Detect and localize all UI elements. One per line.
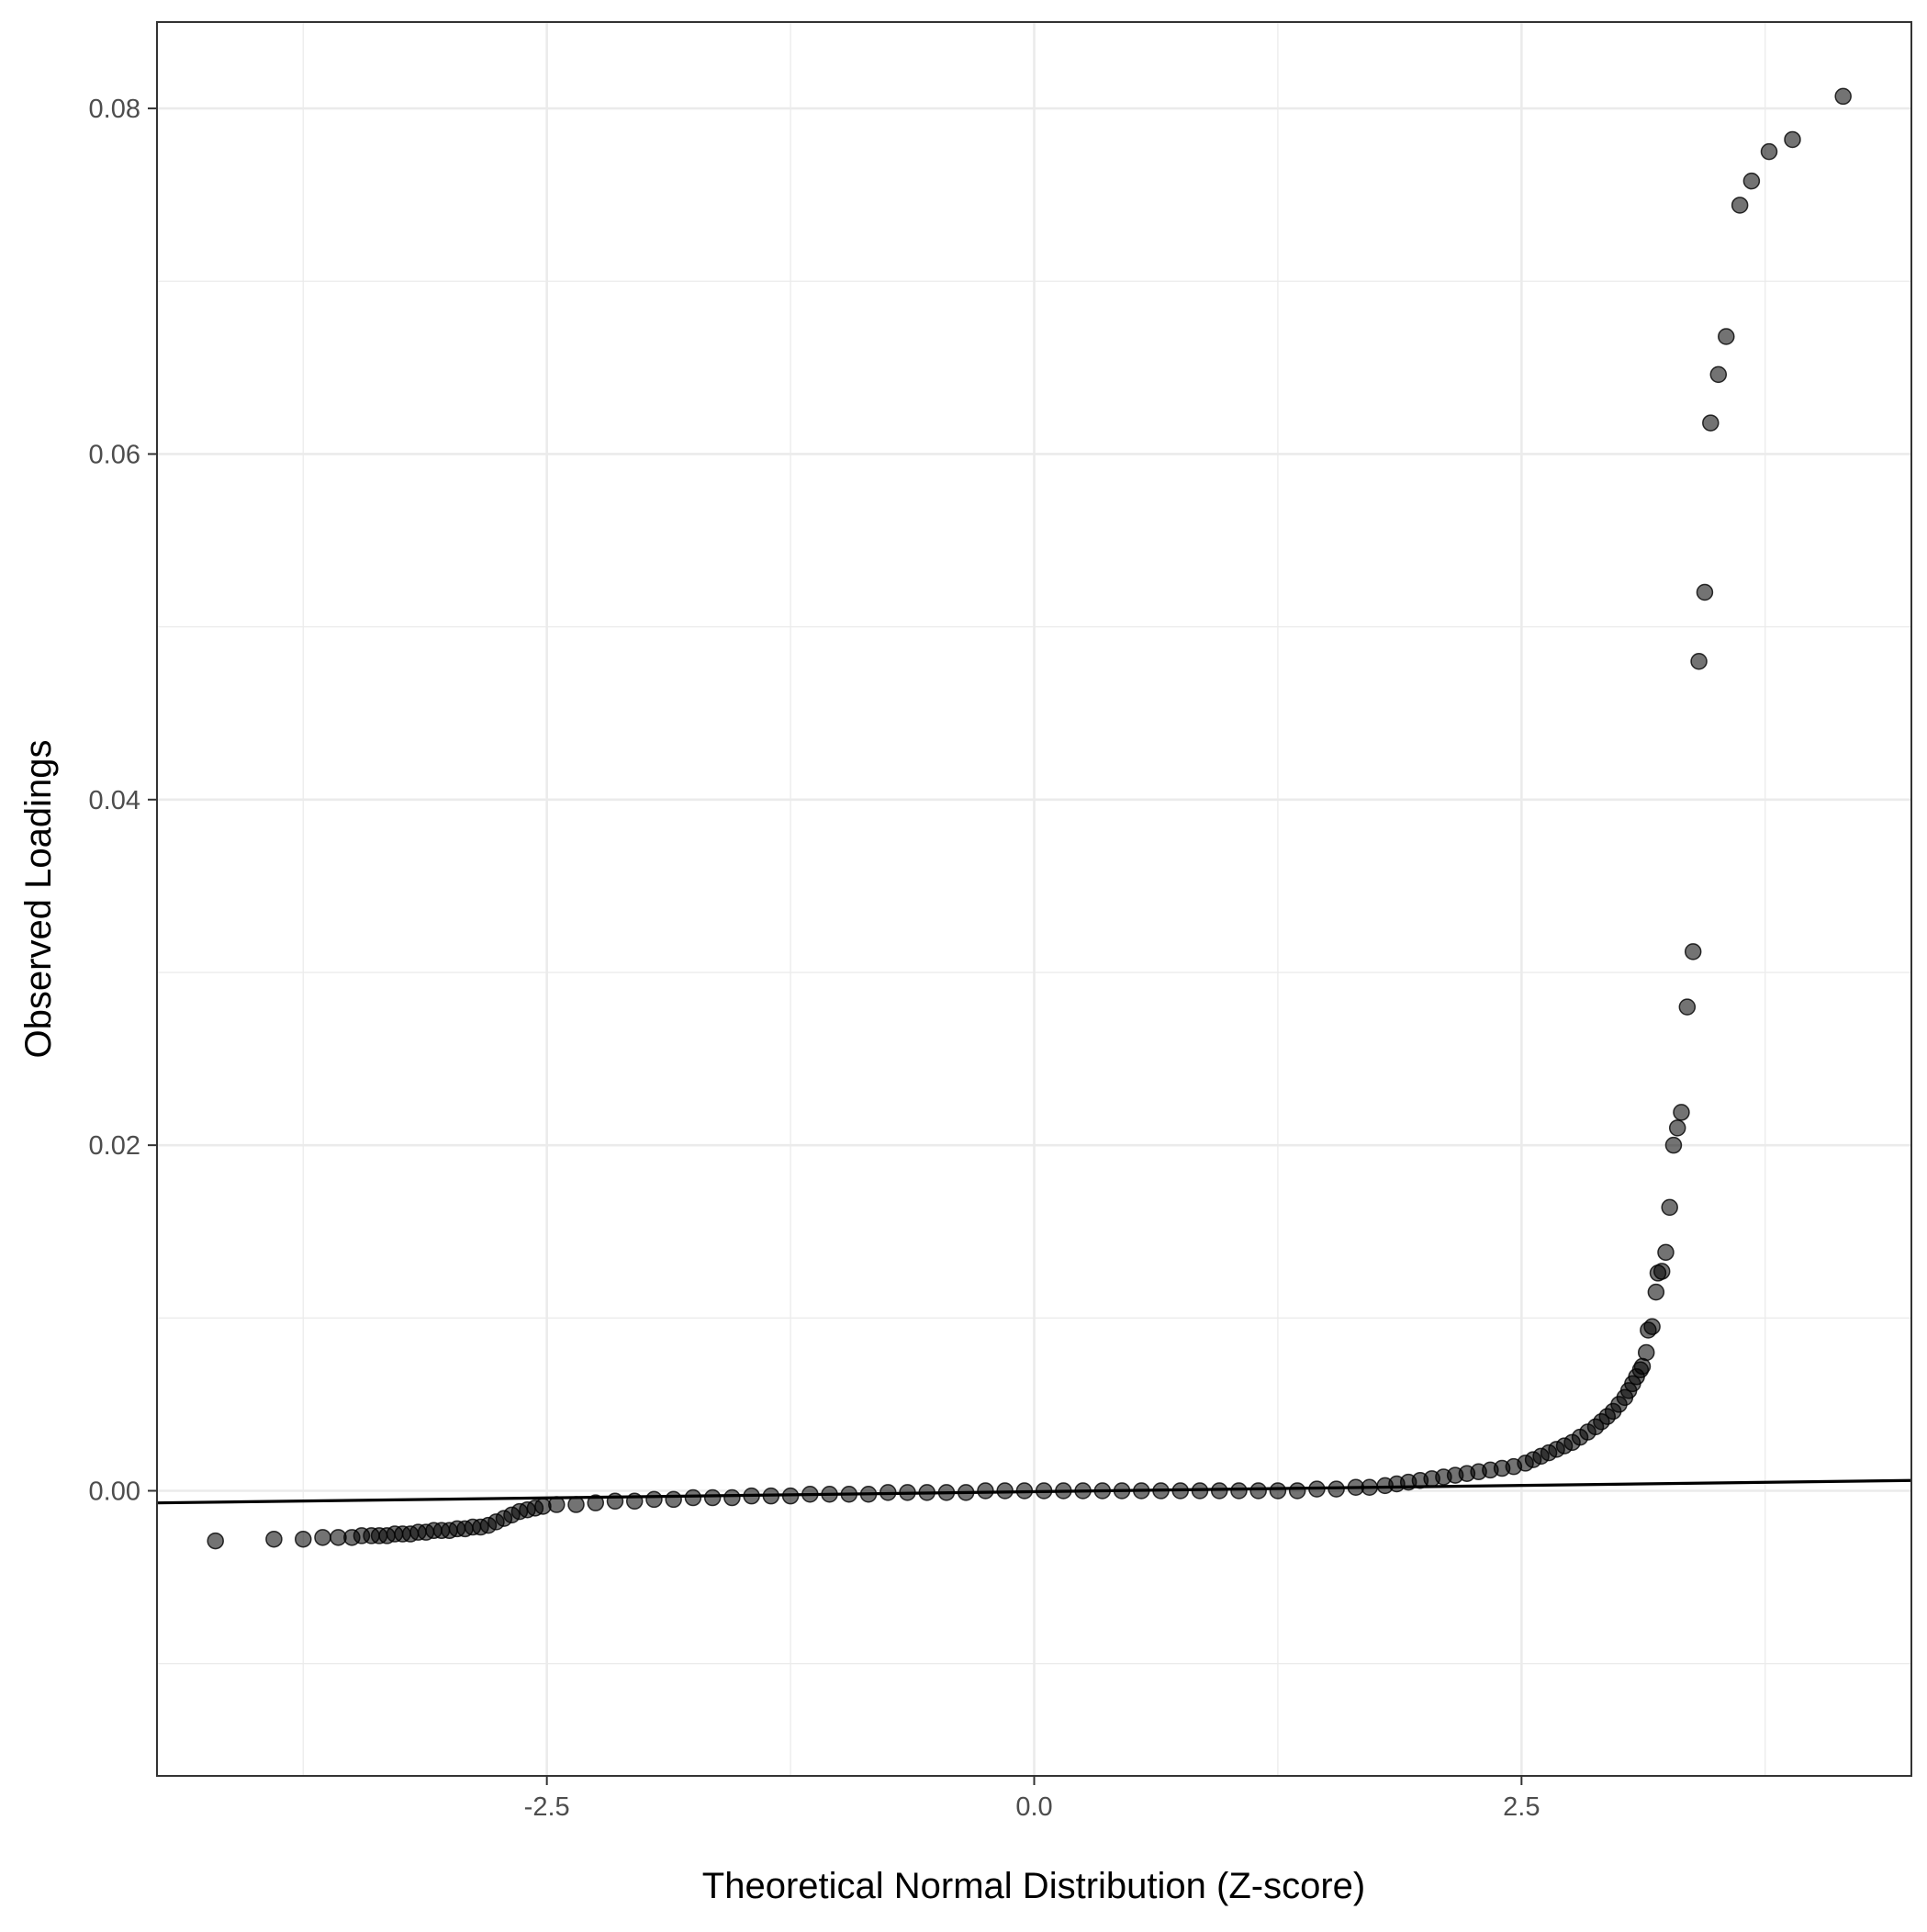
- data-point: [840, 1486, 858, 1503]
- data-point: [1696, 583, 1714, 601]
- data-point: [918, 1484, 935, 1501]
- data-point: [1328, 1480, 1345, 1498]
- data-point: [879, 1484, 897, 1501]
- data-point: [1647, 1283, 1665, 1301]
- data-point: [1308, 1480, 1326, 1498]
- data-point: [1015, 1482, 1034, 1500]
- x-tick-label: -2.5: [524, 1792, 570, 1822]
- y-tick-label: 0.04: [89, 786, 140, 815]
- data-point: [1718, 328, 1735, 345]
- data-point: [1249, 1482, 1267, 1500]
- y-axis-title: Observed Loadings: [18, 740, 59, 1059]
- data-point: [207, 1532, 224, 1550]
- data-point: [1055, 1482, 1072, 1500]
- data-point: [645, 1490, 663, 1509]
- data-point: [1661, 1198, 1678, 1217]
- data-point: [821, 1486, 838, 1503]
- data-point: [1657, 1243, 1675, 1262]
- data-point: [1709, 365, 1728, 384]
- data-point: [1784, 130, 1801, 149]
- data-point: [1702, 414, 1720, 432]
- data-point: [1230, 1482, 1248, 1500]
- data-point: [1035, 1482, 1053, 1500]
- data-point: [1269, 1482, 1287, 1500]
- data-point: [977, 1482, 994, 1500]
- data-point: [1633, 1357, 1652, 1376]
- data-point: [1834, 87, 1852, 106]
- data-point: [743, 1487, 760, 1505]
- data-point: [606, 1492, 624, 1511]
- data-point: [1690, 653, 1708, 670]
- data-point: [937, 1484, 956, 1501]
- data-point: [1171, 1482, 1189, 1500]
- data-point: [684, 1488, 702, 1507]
- data-point: [1288, 1482, 1306, 1500]
- x-tick-label: 0.0: [1015, 1792, 1052, 1822]
- data-point: [1191, 1482, 1209, 1500]
- data-point: [1673, 1104, 1690, 1121]
- y-axis: 0.00 0.02 0.04 0.06 0.08: [89, 95, 157, 1507]
- data-point: [1361, 1478, 1378, 1496]
- data-point: [1093, 1482, 1112, 1500]
- x-tick-label: 2.5: [1503, 1792, 1540, 1822]
- data-point: [1653, 1263, 1671, 1280]
- points-group: [207, 87, 1852, 1550]
- data-point: [723, 1488, 741, 1507]
- data-point: [1668, 1119, 1686, 1137]
- y-tick-label: 0.06: [89, 440, 140, 469]
- data-point: [859, 1486, 878, 1503]
- data-point: [1637, 1343, 1655, 1362]
- data-point: [1152, 1482, 1170, 1500]
- data-point: [1664, 1136, 1683, 1154]
- data-point: [625, 1492, 644, 1511]
- y-tick-label: 0.02: [89, 1131, 140, 1161]
- data-point: [314, 1529, 331, 1546]
- data-point: [781, 1487, 800, 1505]
- data-point: [899, 1484, 916, 1501]
- data-point: [957, 1484, 975, 1501]
- data-point: [1643, 1318, 1661, 1335]
- data-point: [295, 1530, 312, 1548]
- x-axis-title: Theoretical Normal Distribution (Z-score…: [702, 1866, 1365, 1906]
- data-point: [665, 1490, 682, 1509]
- y-tick-label: 0.08: [89, 95, 140, 124]
- data-point: [1210, 1482, 1228, 1500]
- data-point: [703, 1488, 722, 1507]
- data-point: [1731, 197, 1749, 214]
- data-point: [1133, 1482, 1150, 1500]
- data-point: [801, 1486, 819, 1503]
- data-point: [1074, 1482, 1092, 1500]
- data-point: [996, 1482, 1014, 1500]
- data-point: [1678, 998, 1697, 1016]
- y-tick-label: 0.00: [89, 1477, 140, 1507]
- data-point: [548, 1496, 566, 1513]
- data-point: [1742, 172, 1761, 190]
- x-axis: -2.5 0.0 2.5: [524, 1776, 1540, 1822]
- data-point: [1113, 1482, 1131, 1500]
- data-point: [762, 1487, 780, 1505]
- reference-line-group: [156, 1478, 1912, 1505]
- data-point: [265, 1530, 283, 1548]
- data-point: [587, 1494, 604, 1511]
- data-point: [567, 1496, 585, 1513]
- reference-line: [156, 1478, 1912, 1505]
- data-point: [1684, 943, 1702, 960]
- data-point: [1760, 142, 1778, 161]
